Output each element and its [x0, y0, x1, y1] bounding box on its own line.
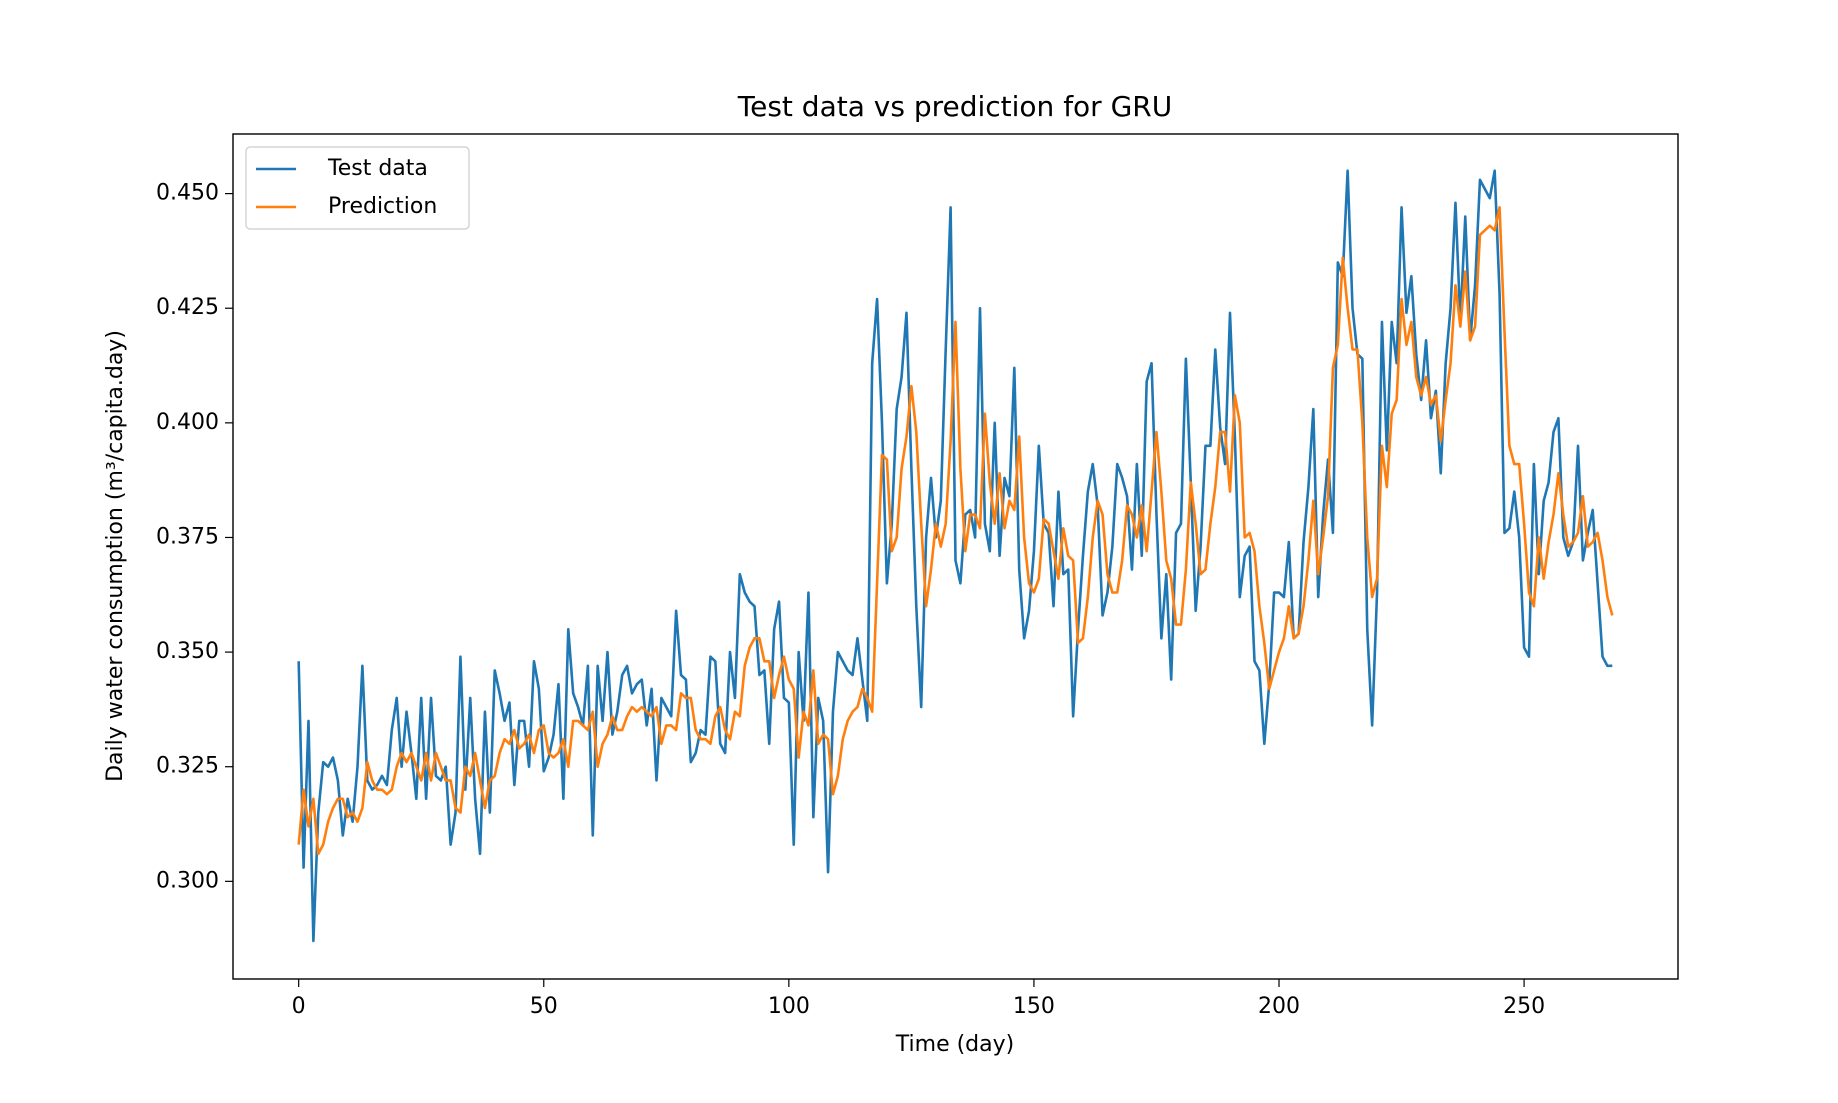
- x-axis-label: Time (day): [895, 1032, 1014, 1057]
- y-tick-label: 0.375: [156, 524, 219, 549]
- y-tick-label: 0.350: [156, 639, 219, 664]
- x-tick-label: 250: [1503, 994, 1545, 1019]
- y-tick-label: 0.400: [156, 410, 219, 435]
- legend-label: Prediction: [328, 194, 437, 219]
- y-tick-label: 0.325: [156, 754, 219, 779]
- plot-frame: [232, 133, 1679, 980]
- series-line: [297, 206, 1614, 856]
- x-tick-label: 200: [1258, 994, 1300, 1019]
- x-tick-label: 100: [768, 994, 810, 1019]
- chart-title: Test data vs prediction for GRU: [737, 90, 1173, 123]
- y-tick-label: 0.450: [156, 181, 219, 206]
- x-tick-label: 0: [292, 994, 306, 1019]
- y-tick-label: 0.425: [156, 295, 219, 320]
- y-tick-label: 0.300: [156, 868, 219, 893]
- x-tick-label: 50: [530, 994, 558, 1019]
- legend-box: [245, 146, 470, 230]
- x-tick-label: 150: [1013, 994, 1055, 1019]
- series-line: [297, 169, 1613, 943]
- legend-label: Test data: [327, 156, 428, 181]
- y-axis-label: Daily water consumption (m³/capita.day): [103, 330, 128, 782]
